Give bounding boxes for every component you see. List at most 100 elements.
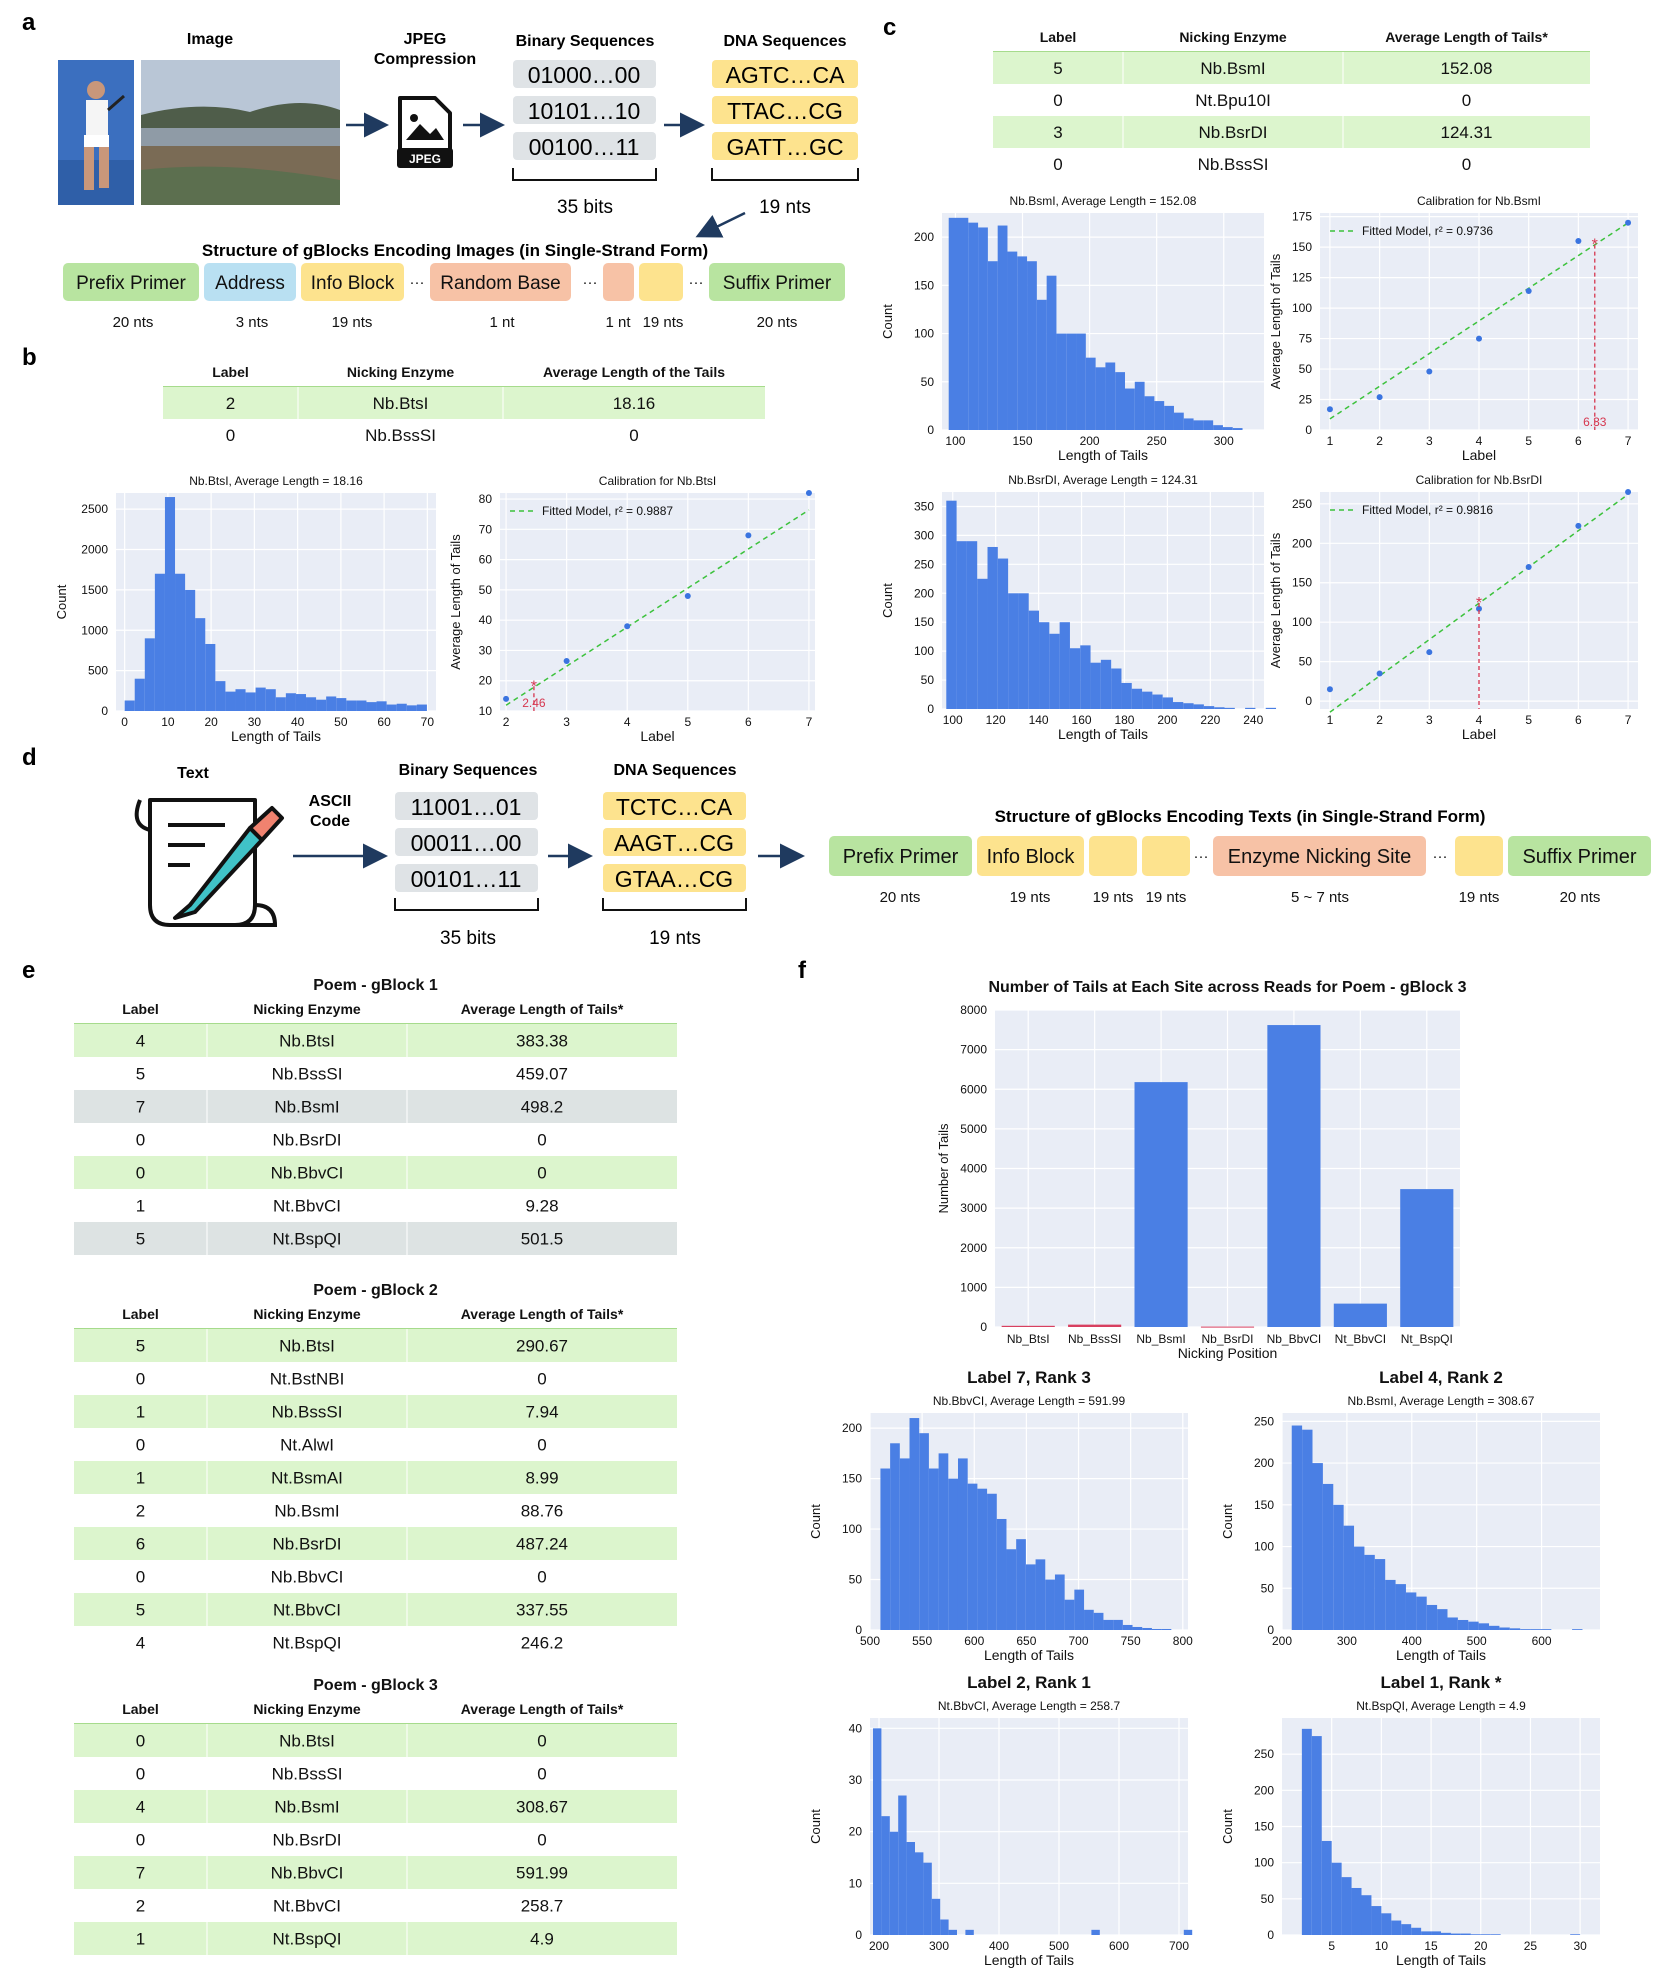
marker-star: * (531, 678, 537, 695)
hist-bar (265, 689, 276, 711)
chart-title: Number of Tails at Each Site across Read… (988, 979, 1466, 996)
chart-heading: Label 7, Rank 3 (967, 1368, 1091, 1387)
gblock-segment-label: Prefix Primer (843, 846, 959, 868)
hist-bar (1441, 1932, 1451, 1935)
hist-bar (919, 1433, 929, 1630)
poem-tables: Poem - gBlock 1 Label Nicking Enzyme Averag… (74, 977, 677, 1955)
hist-bar (1291, 1425, 1303, 1630)
x-tick-label: 180 (1114, 713, 1134, 727)
hist-bar (1111, 668, 1122, 709)
y-axis-label: Count (1220, 1809, 1235, 1844)
hist-bar (215, 681, 226, 711)
text-label: Text (177, 765, 209, 782)
x-tick-label: 500 (860, 1634, 880, 1648)
hist-bar (890, 1443, 900, 1630)
chart-title: Nt.BspQI, Average Length = 4.9 (1356, 1699, 1526, 1713)
gblock-segment (977, 836, 1084, 876)
fit-line (505, 509, 810, 706)
y-tick-label: 100 (914, 327, 934, 341)
binary-seq: 11001…01 (411, 794, 522, 820)
data-point (1426, 649, 1433, 656)
y-tick-label: 250 (914, 557, 934, 571)
gblock-segment (709, 263, 845, 301)
table-cell: 7 (136, 1864, 145, 1883)
table-cell: 4 (136, 1634, 145, 1653)
table-cell: Nt.BsmAI (271, 1469, 343, 1488)
hist-bar (1572, 1629, 1583, 1630)
hist-bar (225, 691, 236, 711)
table-cell: 5 (136, 1337, 145, 1356)
x-tick-label: 500 (1467, 1634, 1487, 1648)
hist-bar (1132, 1626, 1143, 1630)
table-cell: 0 (1053, 155, 1062, 174)
hist-bar (285, 693, 296, 711)
panel-letter-f: f (798, 957, 807, 984)
table-row: 1 Nt.BsmAI 8.99 (74, 1461, 677, 1494)
x-tick-label: 30 (248, 715, 262, 729)
y-tick-label: 10 (849, 1876, 863, 1890)
x-tick-label: 2 (1376, 434, 1383, 448)
hist-bar (1152, 694, 1163, 709)
legend-text: Fitted Model, r² = 0.9736 (1362, 224, 1493, 238)
table-cell: 308.67 (516, 1798, 568, 1817)
y-tick-label: 50 (849, 1573, 863, 1587)
hist-bar (1131, 688, 1143, 709)
bar (1068, 1324, 1122, 1327)
y-tick-label: 40 (849, 1721, 863, 1735)
table-row: 4 Nb.BsmI 308.67 (74, 1790, 677, 1823)
table-cell: 1 (136, 1469, 145, 1488)
y-tick-label: 150 (1254, 1820, 1274, 1834)
jpeg-compression-label: JPEG Compression (374, 31, 476, 68)
hist-bar (396, 703, 407, 711)
table-cell: 0 (537, 1370, 546, 1389)
gblock-segment (829, 836, 972, 876)
hist-bar (416, 704, 427, 711)
gblock-segment (1508, 836, 1651, 876)
hist-bar (1468, 1621, 1479, 1630)
y-tick-label: 0 (1305, 423, 1312, 437)
hist-bar (1232, 428, 1243, 430)
y-tick-label: 100 (1292, 615, 1312, 629)
y-tick-label: 0 (855, 1928, 862, 1942)
gblock-segment (1455, 836, 1503, 876)
hist-bar (1333, 1504, 1344, 1630)
hist-bar (1017, 256, 1028, 430)
hist-bar (1103, 1619, 1114, 1630)
dna-seq: TTAC…CG (727, 98, 843, 124)
hist-bar (1405, 1592, 1417, 1630)
table-cell: Nb.BsmI (1200, 59, 1265, 78)
table-cell: Nb.BsmI (274, 1098, 339, 1117)
table-header: Nicking Enzyme (253, 1701, 361, 1717)
table-header: Average Length of Tails* (1385, 29, 1548, 45)
table-cell: 6 (136, 1535, 145, 1554)
legend-text: Fitted Model, r² = 0.9816 (1362, 503, 1493, 517)
data-point (1476, 605, 1482, 612)
table-cell: 0 (226, 426, 235, 445)
y-tick-label: 20 (479, 674, 493, 688)
gblock-segment (1089, 836, 1137, 876)
table-row: 2 Nt.BbvCI 258.7 (136, 1889, 563, 1922)
binary-seq: 00100…11 (529, 134, 640, 160)
hist-bar (987, 546, 998, 709)
hist-bar (1540, 1629, 1552, 1630)
table-row: 1 Nt.BspQI 4.9 (74, 1922, 677, 1955)
hist-bar (245, 692, 256, 711)
hist-bar (1173, 412, 1184, 430)
hist-bar (1321, 1840, 1332, 1935)
table-row: 0 Nb.BtsI 0 (74, 1724, 677, 1757)
y-tick-label: 50 (921, 673, 935, 687)
hist-bar (1134, 381, 1145, 430)
table-cell: 9.28 (525, 1197, 558, 1216)
gblock-segment-note: 19 nts (643, 314, 684, 331)
y-tick-label: 75 (1299, 332, 1313, 346)
x-tick-label: 700 (1069, 1634, 1089, 1648)
hist-bar (326, 696, 337, 711)
dna-seq: AAGT…CG (614, 830, 734, 856)
table-cell: 2 (136, 1897, 145, 1916)
table-row: 0 Nb.BsrDI 0 (136, 1123, 547, 1156)
y-axis-label: Count (880, 304, 895, 339)
calibration-b: Calibration for Nb.BtsI 10 20 30 40 50 60 70 80 2… (448, 474, 815, 744)
y-tick-label: 7000 (960, 1043, 987, 1057)
y-tick-label: 200 (1292, 536, 1312, 550)
hist-bar (1450, 1933, 1461, 1935)
